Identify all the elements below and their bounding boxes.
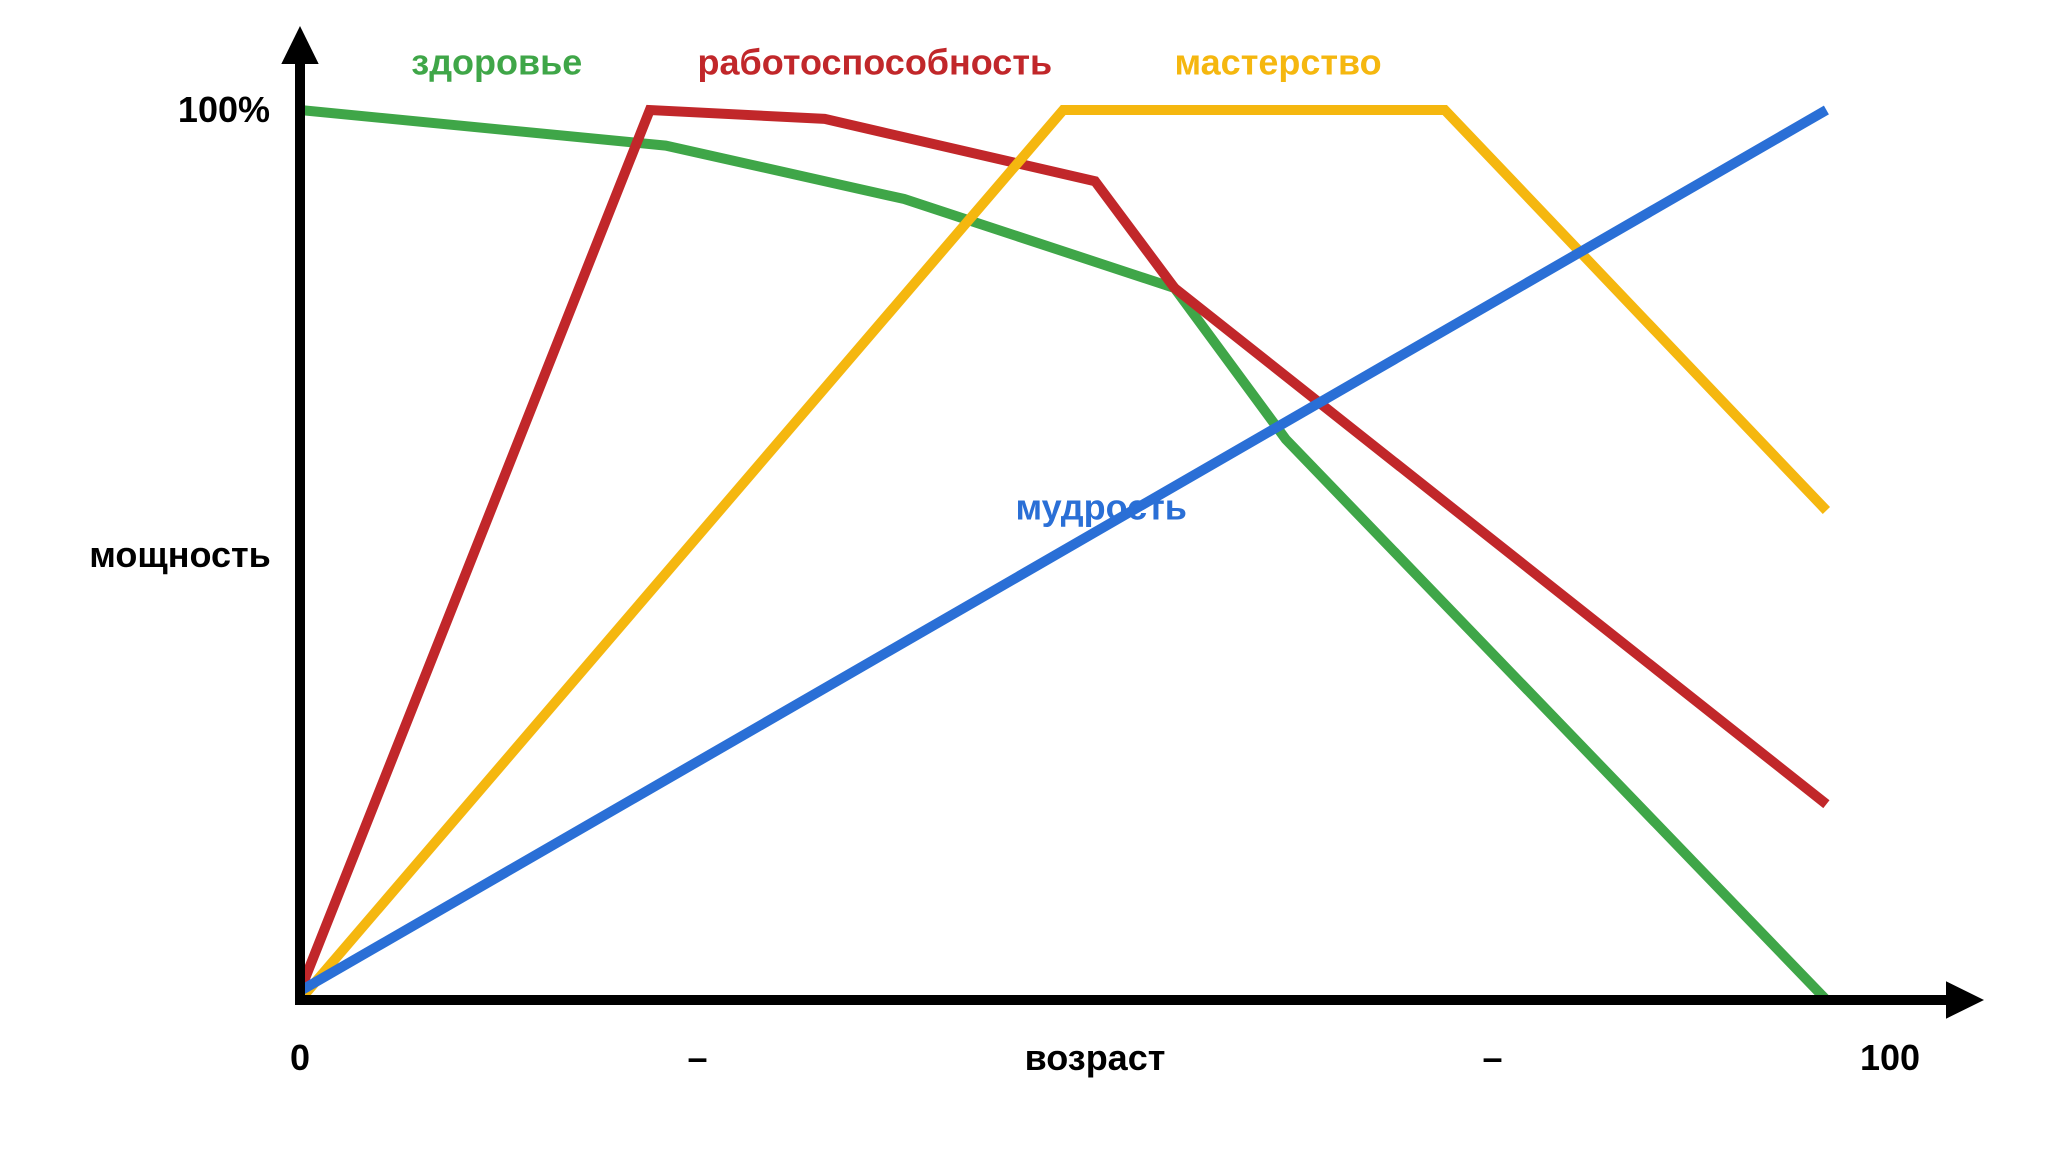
y-axis-label: мощность bbox=[89, 534, 271, 575]
y-tick-label: 100% bbox=[178, 89, 270, 130]
series-label-мастерство: мастерство bbox=[1175, 41, 1382, 82]
x-tick-label: 0 bbox=[290, 1037, 310, 1078]
x-tick-label: возраст bbox=[1025, 1037, 1166, 1078]
series-label-мудрость: мудрость bbox=[1016, 486, 1187, 527]
x-tick-label: 100 bbox=[1860, 1037, 1920, 1078]
series-label-работоспособность: работоспособность bbox=[698, 41, 1053, 82]
series-label-здоровье: здоровье bbox=[411, 41, 582, 82]
x-tick-label: – bbox=[687, 1037, 707, 1078]
chart-svg: 100% мощность 0 – возраст – 100 здоровье работос… bbox=[0, 0, 2048, 1156]
x-tick-label: – bbox=[1482, 1037, 1502, 1078]
chart-container: 100% мощность 0 – возраст – 100 здоровье работос… bbox=[0, 0, 2048, 1156]
